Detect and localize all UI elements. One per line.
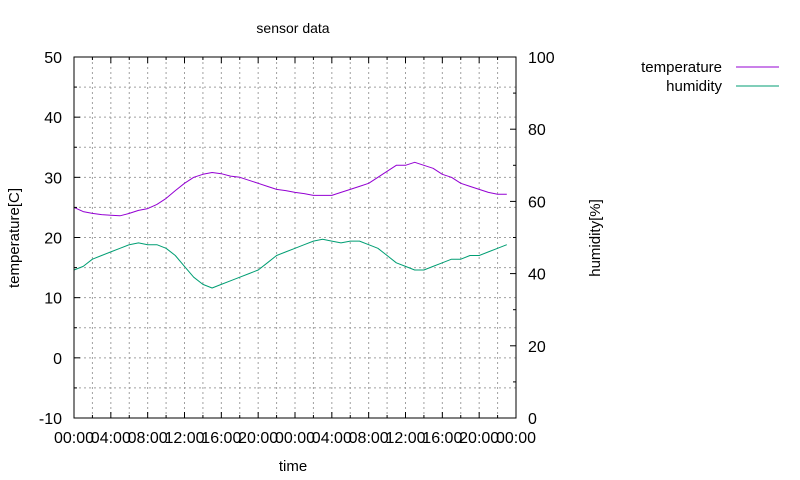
x-axis-title: time: [279, 458, 307, 475]
series-line-humidity: [73, 238, 507, 289]
y-tick-label: 30: [44, 170, 62, 187]
y-tick-label: 10: [44, 291, 62, 308]
legend: temperature humidity: [641, 59, 779, 95]
x-tick-label: 08:00: [128, 430, 168, 447]
y-tick-label: 0: [53, 351, 62, 368]
series-layer: [73, 161, 507, 289]
x-tick-label: 20:00: [238, 430, 278, 447]
x-tick-label: 20:00: [459, 430, 499, 447]
x-tick-label: 00:00: [275, 430, 315, 447]
y2-axis-title: humidity[%]: [587, 199, 604, 277]
x-tick-label: 00:00: [54, 430, 94, 447]
grid: [74, 57, 516, 418]
x-tick-label: 08:00: [349, 430, 389, 447]
x-tick-label: 12:00: [385, 430, 425, 447]
y2-tick-label: 80: [528, 122, 546, 139]
tick-marks: [73, 56, 517, 419]
y2-tick-label: 0: [528, 411, 537, 428]
y-axis-title: temperature[C]: [6, 188, 23, 288]
x-tick-label: 16:00: [422, 430, 462, 447]
legend-label-humidity: humidity: [666, 78, 722, 95]
x-tick-label: 00:00: [496, 430, 536, 447]
series-line-temperature: [73, 161, 507, 217]
y-tick-label: -10: [39, 411, 62, 428]
y-tick-label: 40: [44, 110, 62, 127]
y-tick-label: 20: [44, 231, 62, 248]
y2-tick-label: 100: [528, 50, 555, 67]
x-tick-label: 04:00: [91, 430, 131, 447]
legend-label-temperature: temperature: [641, 59, 722, 76]
y2-tick-label: 40: [528, 267, 546, 284]
y2-tick-label: 60: [528, 194, 546, 211]
tick-labels: 00:0004:0008:0012:0016:0020:0000:0004:00…: [39, 50, 555, 447]
chart-title: sensor data: [256, 20, 329, 36]
x-tick-label: 16:00: [201, 430, 241, 447]
x-tick-label: 04:00: [312, 430, 352, 447]
y2-tick-label: 20: [528, 339, 546, 356]
x-tick-label: 12:00: [164, 430, 204, 447]
y-tick-label: 50: [44, 50, 62, 67]
